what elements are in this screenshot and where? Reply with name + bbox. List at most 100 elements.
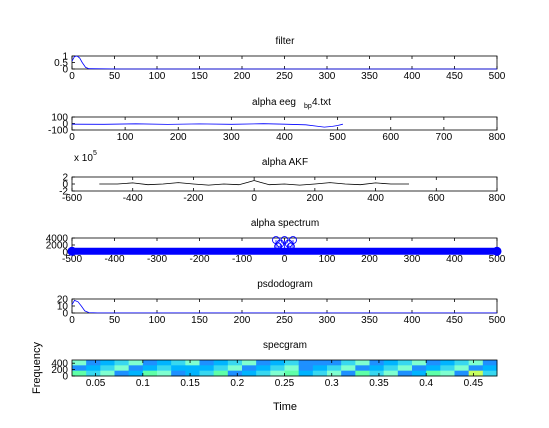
x-tick-label: 300 [319,71,336,82]
chart-title: alpha eeg [252,97,296,108]
x-tick-label: 300 [223,132,240,143]
chart-title-subscript: bp [304,103,312,110]
x-tick-label: 150 [191,315,208,326]
heatmap-cell [397,360,413,366]
heatmap-cell [397,370,413,377]
heatmap-cell [157,365,172,372]
x-tick-label: 400 [446,254,463,265]
heatmap-cell [256,360,271,366]
x-tick-label: 400 [276,132,293,143]
heatmap-cell [312,360,328,366]
heatmap-cell [185,365,200,372]
x-tick-label: 350 [361,71,378,82]
heatmap-cell [171,360,186,366]
heatmap-cell [227,360,243,366]
x-tick-label: 0.25 [275,378,295,389]
y-tick-label: 400 [51,359,68,370]
alpha-spectrum-subplot: -500 -400 -300 -200 -100 0 100 200 300 400 500 4000… [46,218,506,265]
x-tick-label: 0.45 [464,378,484,389]
x-tick-label: -400 [123,193,143,204]
heatmap-cell [114,365,130,372]
heatmap-cell [468,365,484,372]
heatmap-cell [242,365,257,372]
heatmap-cell [383,365,399,372]
heatmap-cell [298,365,314,372]
heatmap-cell [412,370,427,377]
psdodogram-subplot: 0 50 100 150 200 250 300 350 400 450 50020100psdod… [57,279,506,326]
x-tick-label: 350 [361,315,378,326]
heatmap-cell [185,360,200,366]
x-tick-label: 0 [69,315,75,326]
heatmap-cell [440,370,455,377]
x-tick-label: 50 [109,71,121,82]
heatmap-cell [171,370,186,377]
heatmap-cell [383,370,399,377]
x-tick-label: 200 [234,315,251,326]
x-tick-label: -100 [232,254,252,265]
x-tick-label: 50 [109,315,121,326]
x-tick-label: 300 [404,254,421,265]
heatmap-cell [128,360,144,366]
spectrum-marker [286,242,295,251]
y-tick-label: -2 [59,187,68,198]
heatmap-cell [341,370,356,377]
heatmap-cell [369,365,385,372]
x-tick-label: 100 [117,132,134,143]
chart-title: alpha spectrum [251,218,319,229]
heatmap-cell [355,360,370,366]
heatmap-cell [284,360,300,366]
heatmap-cell [298,370,314,377]
series-line [71,123,343,128]
x-tick-label: 100 [149,315,166,326]
x-tick-label: 300 [319,315,336,326]
heatmap-cell [270,370,285,377]
heatmap-cell [256,365,271,372]
y-tick-label: 100 [51,113,68,124]
y-tick-label: 0 [62,248,68,259]
heatmap-cell [270,365,285,372]
heatmap-cell [284,365,300,372]
x-tick-label: 600 [382,132,399,143]
chart-title: alpha AKF [262,157,308,168]
heatmap-cell [199,360,215,366]
heatmap-cell [227,365,243,372]
chart-title: psdodogram [257,279,313,290]
x-tick-label: 0 [282,254,288,265]
heatmap-cell [369,360,385,366]
x-tick-label: 0 [69,71,75,82]
chart-title: specgram [263,340,307,351]
x-tick-label: -300 [147,254,167,265]
heatmap-cell [454,370,470,377]
heatmap-cell [298,360,314,366]
x-tick-label: -400 [104,254,124,265]
x-tick-label: 200 [234,71,251,82]
heatmap-cell [100,365,115,372]
heatmap-cell [468,360,484,366]
exponent-label: x 10 [74,153,93,164]
heatmap-cell [312,365,328,372]
x-tick-label: -200 [189,254,209,265]
heatmap-cell [142,365,158,372]
filter-subplot: 0 50 100 150 200 250 300 350 400 450 500 00.51 filte… [54,36,506,82]
heatmap-cell [213,365,229,372]
heatmap-cell [341,365,356,372]
heatmap-cell [454,365,470,372]
x-tick-label: 400 [367,193,384,204]
x-tick-label: 800 [489,193,506,204]
x-tick-label: 450 [446,71,463,82]
x-tick-label: 250 [276,71,293,82]
y-tick-label: 1 [62,52,68,63]
heatmap-cell [426,370,441,377]
x-tick-label: 0.4 [419,378,433,389]
x-tick-label: 500 [489,315,506,326]
x-tick-label: 0 [69,132,75,143]
x-tick-label: 0 [251,193,257,204]
y-tick-label: 0 [62,65,68,76]
heatmap-cell [440,360,455,366]
heatmap-cell [327,360,342,366]
heatmap-cell [86,360,101,366]
